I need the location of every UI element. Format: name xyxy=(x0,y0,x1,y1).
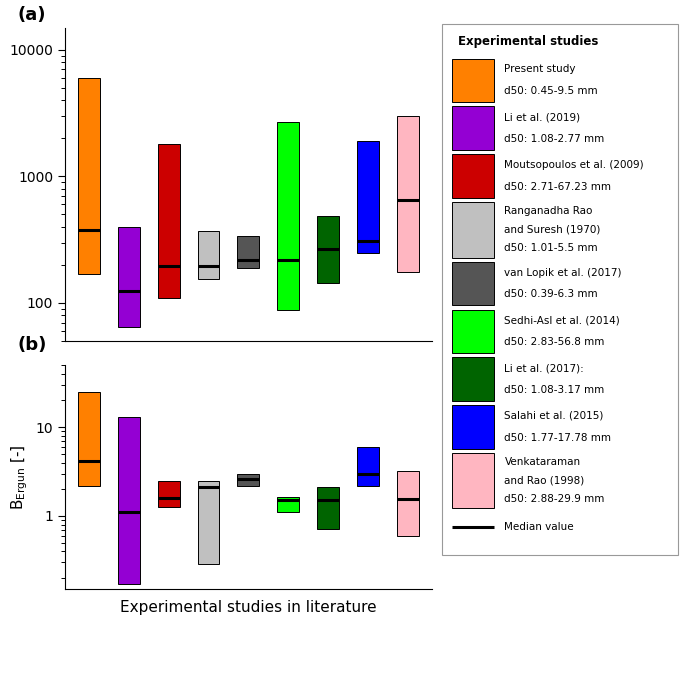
Bar xyxy=(397,116,419,272)
Bar xyxy=(453,358,494,401)
Bar xyxy=(357,141,379,253)
Text: d50: 2.71-67.23 mm: d50: 2.71-67.23 mm xyxy=(504,182,612,192)
Text: Ranganadha Rao: Ranganadha Rao xyxy=(504,206,593,216)
Bar xyxy=(453,309,494,353)
Text: Venkataraman: Venkataraman xyxy=(504,457,581,467)
Text: Median value: Median value xyxy=(504,522,574,531)
Bar xyxy=(118,417,140,584)
Bar xyxy=(453,202,494,258)
Bar xyxy=(453,59,494,102)
Bar xyxy=(453,106,494,150)
Text: Li et al. (2019): Li et al. (2019) xyxy=(504,112,581,122)
Bar xyxy=(238,473,259,486)
Text: d50: 1.08-2.77 mm: d50: 1.08-2.77 mm xyxy=(504,134,605,144)
Text: Experimental studies: Experimental studies xyxy=(458,34,599,48)
Text: d50: 1.01-5.5 mm: d50: 1.01-5.5 mm xyxy=(504,243,598,254)
Text: d50: 2.88-29.9 mm: d50: 2.88-29.9 mm xyxy=(504,494,605,504)
Bar xyxy=(317,487,339,528)
Bar xyxy=(158,481,179,507)
Text: (b): (b) xyxy=(17,336,47,354)
Text: d50: 1.08-3.17 mm: d50: 1.08-3.17 mm xyxy=(504,385,605,395)
Text: Sedhi-Asl et al. (2014): Sedhi-Asl et al. (2014) xyxy=(504,316,620,325)
Text: d50: 0.45-9.5 mm: d50: 0.45-9.5 mm xyxy=(504,86,598,96)
Y-axis label: A$_\mathregular{Ergun}$ [-]: A$_\mathregular{Ergun}$ [-] xyxy=(0,152,4,217)
Bar xyxy=(118,227,140,327)
Bar xyxy=(277,122,299,310)
Bar xyxy=(453,405,494,449)
Bar xyxy=(277,497,299,513)
Text: van Lopik et al. (2017): van Lopik et al. (2017) xyxy=(504,267,622,278)
Y-axis label: B$_\mathregular{Ergun}$ [-]: B$_\mathregular{Ergun}$ [-] xyxy=(10,444,30,510)
Bar xyxy=(78,392,100,486)
Bar xyxy=(78,78,100,274)
X-axis label: Experimental studies in literature: Experimental studies in literature xyxy=(120,600,377,615)
Text: d50: 1.77-17.78 mm: d50: 1.77-17.78 mm xyxy=(504,433,612,442)
Text: Li et al. (2017):: Li et al. (2017): xyxy=(504,363,584,373)
Bar xyxy=(453,154,494,198)
Bar xyxy=(317,216,339,282)
Bar xyxy=(238,236,259,268)
Text: and Suresh (1970): and Suresh (1970) xyxy=(504,225,601,235)
Bar xyxy=(397,471,419,535)
Text: Present study: Present study xyxy=(504,65,576,74)
Bar xyxy=(197,481,219,564)
Text: d50: 0.39-6.3 mm: d50: 0.39-6.3 mm xyxy=(504,289,598,300)
Bar xyxy=(158,144,179,298)
Text: d50: 2.83-56.8 mm: d50: 2.83-56.8 mm xyxy=(504,337,605,347)
Text: Salahi et al. (2015): Salahi et al. (2015) xyxy=(504,411,603,421)
Text: and Rao (1998): and Rao (1998) xyxy=(504,475,585,486)
Text: Moutsopoulos et al. (2009): Moutsopoulos et al. (2009) xyxy=(504,160,644,170)
Bar xyxy=(197,231,219,279)
Text: (a): (a) xyxy=(17,6,46,24)
Bar xyxy=(453,262,494,305)
Bar xyxy=(453,453,494,508)
Bar xyxy=(357,447,379,486)
